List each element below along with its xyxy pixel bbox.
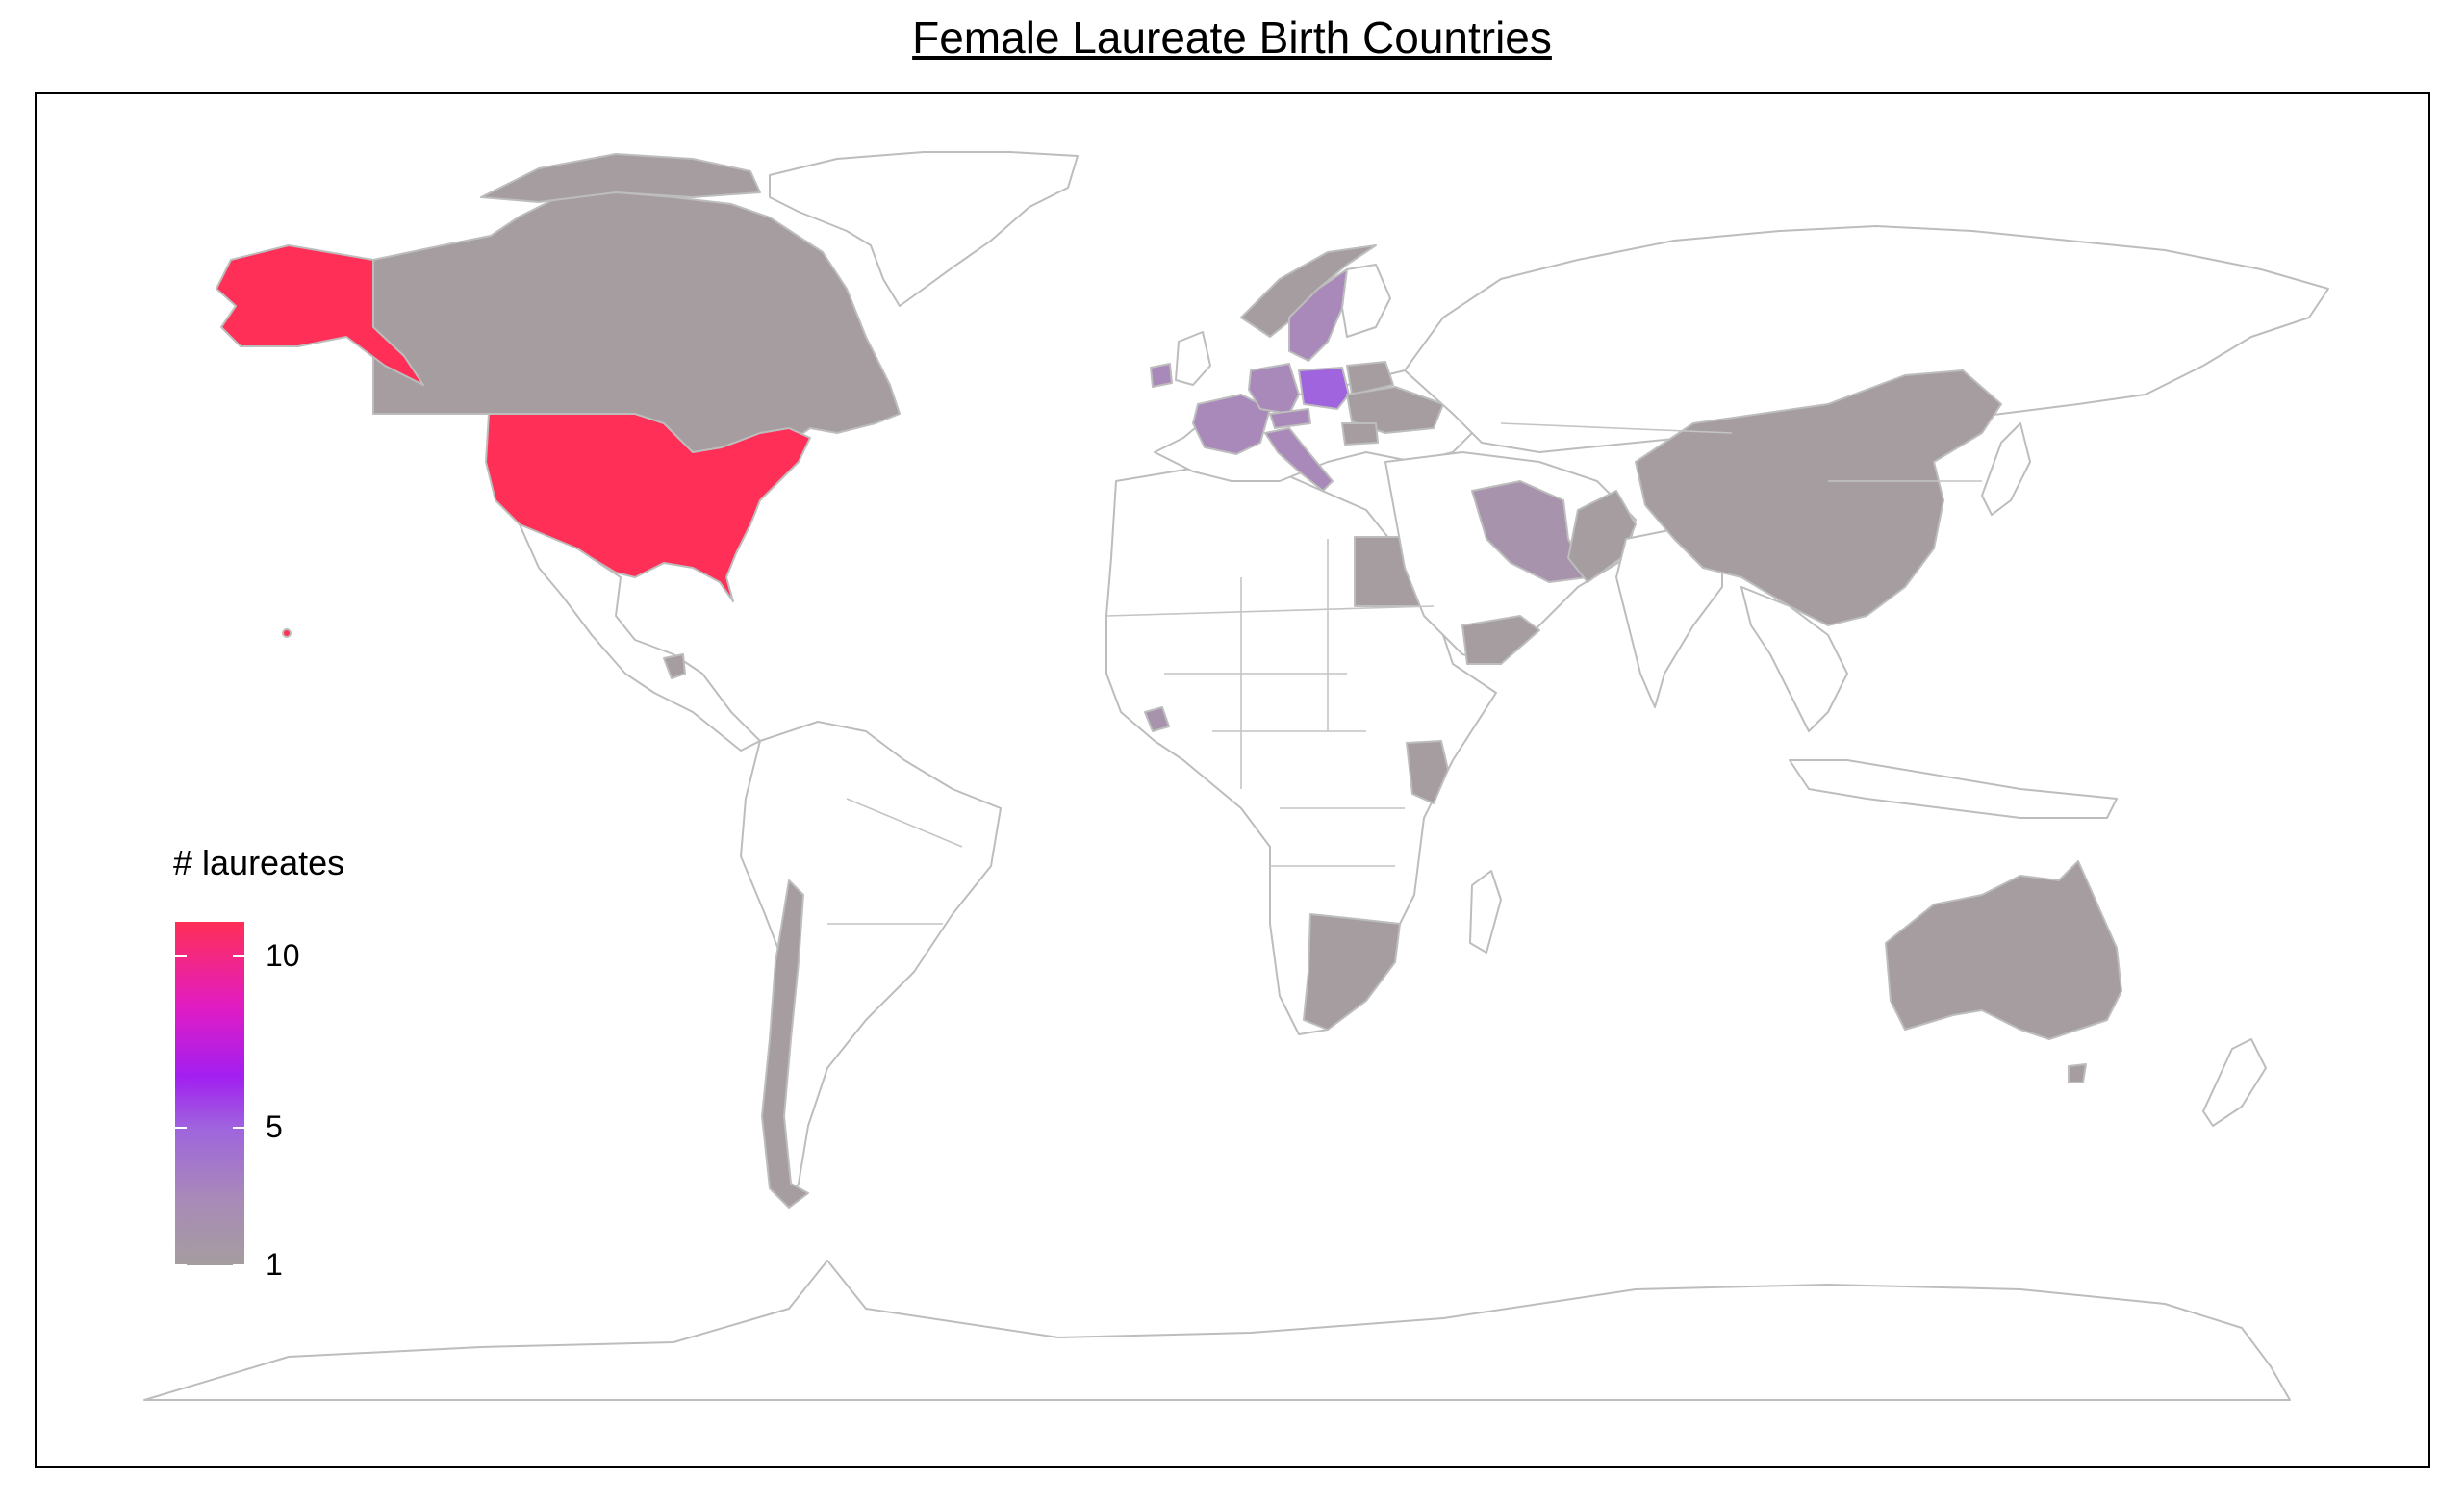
country-belarus[interactable] [1346,361,1394,395]
country-guatemala[interactable] [663,653,686,679]
country-france[interactable] [1192,394,1271,455]
country-canada-islands[interactable] [480,153,761,203]
map-frame [35,92,2430,1468]
country-usa[interactable] [485,413,811,602]
page-title: Female Laureate Birth Countries [912,13,1552,63]
country-russia-asia[interactable] [1404,225,2329,453]
country-alaska[interactable] [216,244,424,386]
country-tasmania[interactable] [2068,1063,2087,1083]
country-china[interactable] [1635,369,2002,626]
legend-tick-label: 5 [266,1109,283,1145]
country-norway[interactable] [1240,244,1377,338]
legend-tick-label: 10 [266,937,300,973]
country-uk[interactable] [1175,331,1211,386]
country-new-zealand[interactable] [2202,1038,2267,1127]
country-sweden[interactable] [1288,268,1348,362]
country-poland[interactable] [1298,367,1350,410]
country-finland[interactable] [1341,264,1391,338]
legend-color-bar [175,922,244,1265]
country-ireland[interactable] [1150,363,1173,388]
country-antarctica[interactable] [143,1260,2291,1401]
country-romania[interactable] [1341,422,1379,446]
country-hawaii[interactable] [282,628,292,638]
country-kenya[interactable] [1406,740,1449,804]
country-indonesia[interactable] [1789,759,2118,819]
country-chile[interactable] [761,879,809,1209]
legend-title: # laureates [173,843,345,882]
country-liberia[interactable] [1144,706,1170,732]
legend-tick-label: 1 [266,1247,283,1282]
border-lines [827,422,1982,925]
country-italy[interactable] [1264,427,1334,492]
country-southeast-asia[interactable] [1740,586,1848,732]
country-yemen[interactable] [1461,615,1540,665]
country-south-africa[interactable] [1303,913,1401,1031]
country-australia[interactable] [1885,860,2122,1040]
country-austria[interactable] [1269,408,1311,429]
country-japan[interactable] [1981,422,2031,516]
country-ukraine[interactable] [1346,386,1444,434]
country-south-america[interactable] [740,721,1002,1204]
country-madagascar[interactable] [1469,870,1502,954]
country-greenland[interactable] [769,151,1079,307]
